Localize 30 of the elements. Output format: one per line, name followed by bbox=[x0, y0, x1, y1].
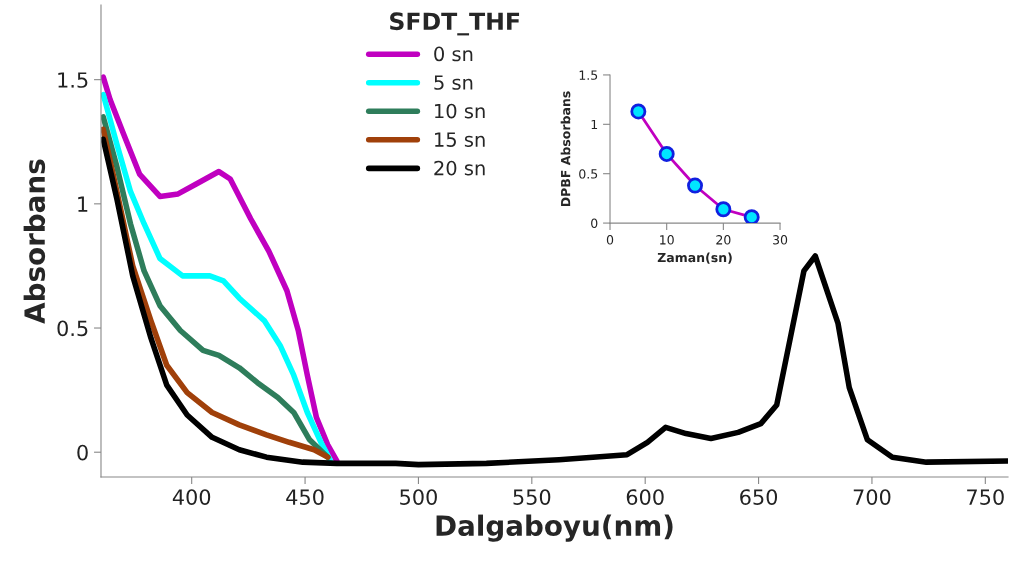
y-tick-label: 0 bbox=[77, 444, 88, 461]
x-tick-label: 30 bbox=[773, 235, 788, 245]
y-tick-label: 1 bbox=[78, 196, 88, 212]
x-tick-label: 0 bbox=[606, 235, 614, 245]
x-tick-label: 450 bbox=[286, 489, 324, 505]
x-tick-label: 400 bbox=[172, 489, 211, 505]
y-tick-label: 0 bbox=[591, 218, 598, 229]
y-tick-label: 1.5 bbox=[58, 72, 88, 88]
y-tick-label: 1.5 bbox=[579, 70, 598, 80]
x-tick-label: 600 bbox=[626, 489, 664, 505]
y-axis-title: DPBF Absorbans bbox=[560, 91, 571, 207]
x-axis-title: Zaman(sn) bbox=[657, 252, 732, 264]
y-axis-title: Absorbans bbox=[23, 159, 46, 324]
x-axis-title: Dalgaboyu(nm) bbox=[436, 514, 673, 542]
y-tick-label: 0.5 bbox=[579, 169, 598, 179]
legend-label: 20 sn bbox=[434, 160, 485, 176]
legend-label: 5 sn bbox=[434, 75, 473, 90]
chart-title: SFDT_THF bbox=[390, 12, 520, 36]
x-tick-label: 20 bbox=[716, 235, 731, 245]
x-tick-label: 10 bbox=[660, 235, 674, 245]
x-tick-label: 500 bbox=[400, 489, 437, 505]
y-tick-label: 1 bbox=[591, 119, 598, 130]
legend-label: 10 sn bbox=[435, 103, 485, 119]
legend-label: 0 sn bbox=[434, 46, 473, 62]
legend-label: 15 sn bbox=[435, 132, 485, 147]
x-tick-label: 750 bbox=[967, 489, 1004, 505]
x-tick-label: 650 bbox=[740, 489, 778, 505]
y-tick-label: 0.5 bbox=[57, 320, 88, 337]
x-tick-label: 550 bbox=[513, 489, 551, 505]
x-tick-label: 700 bbox=[853, 489, 891, 505]
